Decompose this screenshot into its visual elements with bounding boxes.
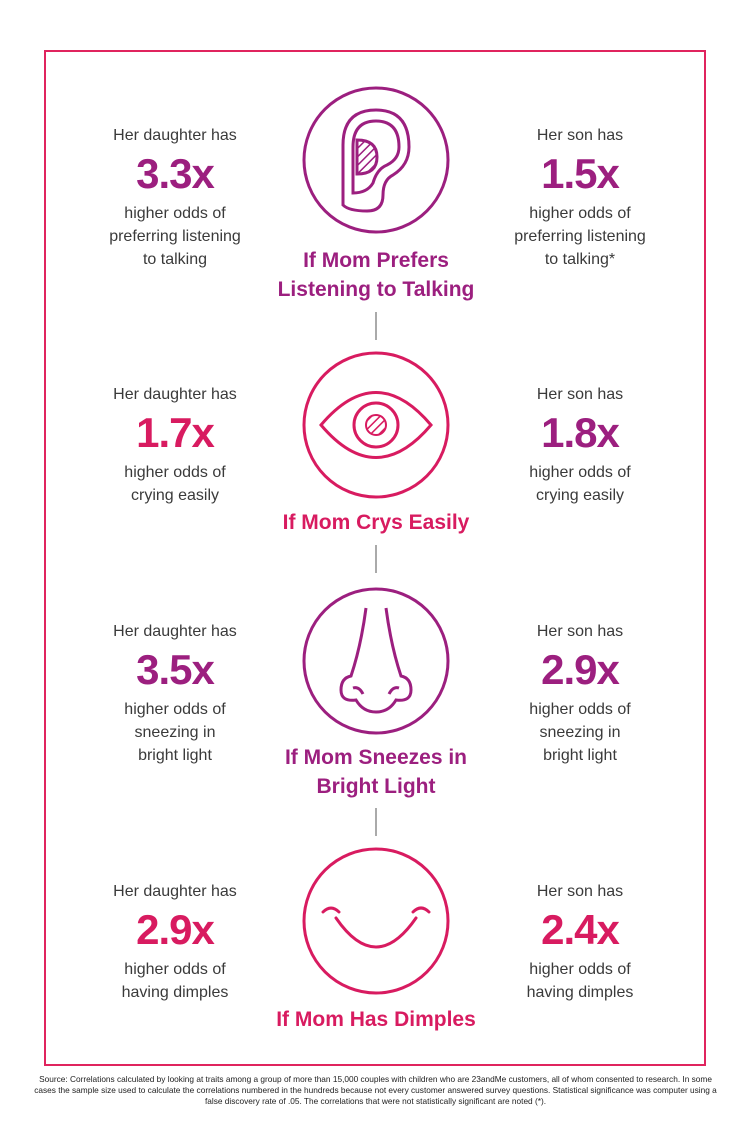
stat-desc: sneezing in [134, 724, 216, 741]
stat-desc: higher odds of [124, 464, 226, 481]
section-title-dimples: If Mom Has Dimples [226, 1005, 526, 1034]
title-line: Bright Light [316, 775, 436, 798]
stat-desc: preferring listening [109, 228, 241, 245]
stat-desc: higher odds of [529, 961, 631, 978]
daughter-stat-dimples: Her daughter has 2.9x higher odds of hav… [65, 880, 285, 1004]
stat-desc: sneezing in [539, 724, 621, 741]
stat-label: Her son has [536, 127, 624, 144]
stat-label: Her daughter has [113, 883, 237, 900]
ear-icon [302, 86, 450, 234]
connector-line [375, 545, 377, 573]
title-line: If Mom Prefers [303, 249, 449, 272]
stat-label: Her daughter has [113, 386, 237, 403]
stat-label: Her son has [536, 623, 624, 640]
section-title-listening: If Mom Prefers Listening to Talking [226, 246, 526, 304]
stat-desc: to talking* [544, 251, 616, 268]
stat-label: Her daughter has [113, 127, 237, 144]
stat-value: 3.3x [136, 150, 215, 197]
stat-desc: having dimples [121, 984, 229, 1001]
section-title-sneezing: If Mom Sneezes in Bright Light [226, 743, 526, 801]
stat-desc: preferring listening [514, 228, 646, 245]
stat-desc: higher odds of [124, 961, 226, 978]
stat-value: 1.7x [136, 409, 215, 456]
stat-desc: to talking [142, 251, 208, 268]
section-title-crying: If Mom Crys Easily [226, 508, 526, 537]
connector-line [375, 312, 377, 340]
title-line: If Mom Sneezes in [284, 746, 468, 769]
son-stat-dimples: Her son has 2.4x higher odds of having d… [470, 880, 690, 1004]
eye-icon [302, 351, 450, 499]
frame-border [44, 50, 706, 1066]
nose-icon [302, 587, 450, 735]
title-line: If Mom Crys Easily [282, 511, 470, 534]
stat-desc: bright light [138, 747, 212, 764]
stat-value: 2.4x [541, 906, 620, 953]
stat-desc: having dimples [526, 984, 634, 1001]
stat-desc: crying easily [535, 487, 625, 504]
son-stat-listening: Her son has 1.5x higher odds of preferri… [470, 124, 690, 271]
daughter-stat-listening: Her daughter has 3.3x higher odds of pre… [65, 124, 285, 271]
stat-value: 2.9x [136, 906, 215, 953]
source-footnote: Source: Correlations calculated by looki… [34, 1074, 717, 1106]
title-line: If Mom Has Dimples [276, 1008, 476, 1031]
stat-label: Her son has [536, 386, 624, 403]
stat-label: Her daughter has [113, 623, 237, 640]
stat-desc: higher odds of [529, 701, 631, 718]
stat-desc: crying easily [130, 487, 220, 504]
stat-value: 2.9x [541, 646, 620, 693]
stat-desc: higher odds of [124, 701, 226, 718]
daughter-stat-sneezing: Her daughter has 3.5x higher odds of sne… [65, 620, 285, 767]
connector-line [375, 808, 377, 836]
son-stat-crying: Her son has 1.8x higher odds of crying e… [470, 383, 690, 507]
stat-label: Her son has [536, 883, 624, 900]
stat-desc: bright light [543, 747, 617, 764]
smile-icon [302, 847, 450, 995]
stat-value: 1.8x [541, 409, 620, 456]
title-line: Listening to Talking [277, 278, 475, 301]
daughter-stat-crying: Her daughter has 1.7x higher odds of cry… [65, 383, 285, 507]
stat-desc: higher odds of [124, 205, 226, 222]
stat-desc: higher odds of [529, 205, 631, 222]
stat-desc: higher odds of [529, 464, 631, 481]
stat-value: 3.5x [136, 646, 215, 693]
stat-value: 1.5x [541, 150, 620, 197]
son-stat-sneezing: Her son has 2.9x higher odds of sneezing… [470, 620, 690, 767]
